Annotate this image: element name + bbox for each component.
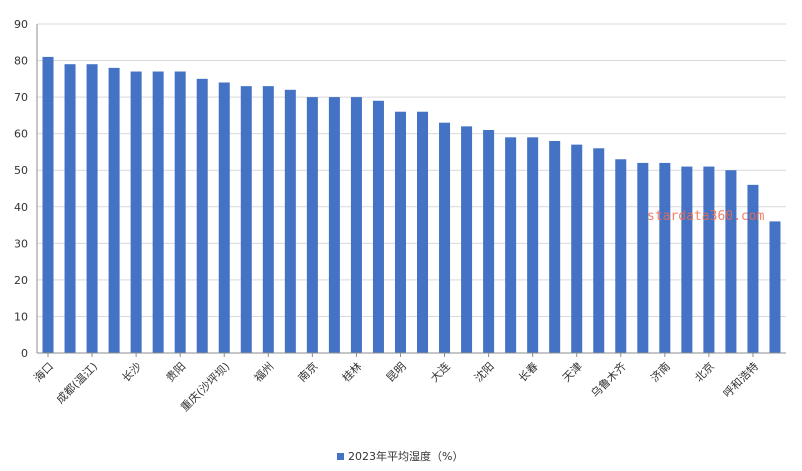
bar[interactable] <box>681 166 693 353</box>
x-tick-label: 海口 <box>31 359 56 384</box>
legend[interactable]: 2023年平均湿度（%） <box>337 449 463 463</box>
y-tick-label: 0 <box>21 347 28 360</box>
bar[interactable] <box>593 148 605 353</box>
y-tick-label: 40 <box>14 201 28 214</box>
bar[interactable] <box>372 100 384 354</box>
y-tick-labels: 0 10 20 30 40 50 60 70 80 90 <box>14 18 28 360</box>
bar[interactable] <box>571 144 583 353</box>
bar[interactable] <box>615 159 627 353</box>
y-tick-label: 70 <box>14 91 28 104</box>
x-tick-label: 长沙 <box>120 360 145 385</box>
bar[interactable] <box>769 221 781 353</box>
y-tick-label: 60 <box>14 128 28 141</box>
bars <box>42 56 781 354</box>
axes <box>36 24 786 357</box>
y-tick-label: 10 <box>14 310 28 323</box>
bar[interactable] <box>284 89 296 354</box>
bar[interactable] <box>549 140 561 353</box>
x-tick-labels: 海口成都(温江) 长沙 贵阳重庆(沙坪坝) 福州 南京 桂林 昆明 大连 沈阳 长春 天津 乌鲁木齐济… <box>31 359 761 414</box>
watermark-text: stardata360.com <box>647 209 765 224</box>
y-tick-label: 80 <box>14 55 28 68</box>
x-tick-label: 昆明 <box>384 360 409 385</box>
bar[interactable] <box>240 86 252 353</box>
bar[interactable] <box>725 170 737 353</box>
bar[interactable] <box>130 71 142 354</box>
bar[interactable] <box>439 122 451 353</box>
bar[interactable] <box>703 166 715 353</box>
bar[interactable] <box>218 82 230 354</box>
bar[interactable] <box>174 71 186 354</box>
bar[interactable] <box>394 111 406 353</box>
y-tick-label: 90 <box>14 18 28 31</box>
bar[interactable] <box>637 162 649 353</box>
x-tick-label: 南京 <box>295 359 320 384</box>
x-tick-label: 福州 <box>251 359 276 384</box>
y-tick-label: 20 <box>14 274 28 287</box>
bar[interactable] <box>306 97 318 353</box>
x-tick-label: 桂林 <box>339 359 364 384</box>
y-tick-label: 30 <box>14 237 28 250</box>
x-tick-label: 长春 <box>516 360 541 385</box>
bar[interactable] <box>527 137 539 353</box>
bar[interactable] <box>350 97 362 353</box>
bar[interactable] <box>659 162 671 353</box>
bar[interactable] <box>42 56 54 354</box>
bar[interactable] <box>108 67 120 354</box>
gridlines <box>37 23 786 317</box>
legend-swatch <box>337 453 344 460</box>
bar[interactable] <box>747 184 759 353</box>
x-tick-label: 成都(温江) <box>54 360 100 406</box>
x-tick-label: 沈阳 <box>471 359 496 384</box>
bar[interactable] <box>196 78 208 353</box>
bar[interactable] <box>417 111 429 353</box>
bar[interactable] <box>505 137 517 353</box>
bar[interactable] <box>152 71 164 354</box>
bar[interactable] <box>483 130 495 353</box>
legend-label: 2023年平均湿度（%） <box>348 449 463 463</box>
bar[interactable] <box>64 64 76 354</box>
bar[interactable] <box>262 86 274 353</box>
x-tick-label: 北京 <box>692 359 717 384</box>
bar[interactable] <box>328 97 340 353</box>
x-tick-label: 大连 <box>427 359 452 384</box>
y-tick-label: 50 <box>14 164 28 177</box>
bar[interactable] <box>86 64 98 354</box>
x-tick-label: 济南 <box>648 359 673 384</box>
bar[interactable] <box>461 126 473 353</box>
x-tick-label: 呼和浩特 <box>720 359 761 400</box>
x-tick-label: 贵阳 <box>164 360 189 385</box>
x-tick-label: 天津 <box>560 360 585 385</box>
x-tick-label: 乌鲁木齐 <box>588 359 629 400</box>
